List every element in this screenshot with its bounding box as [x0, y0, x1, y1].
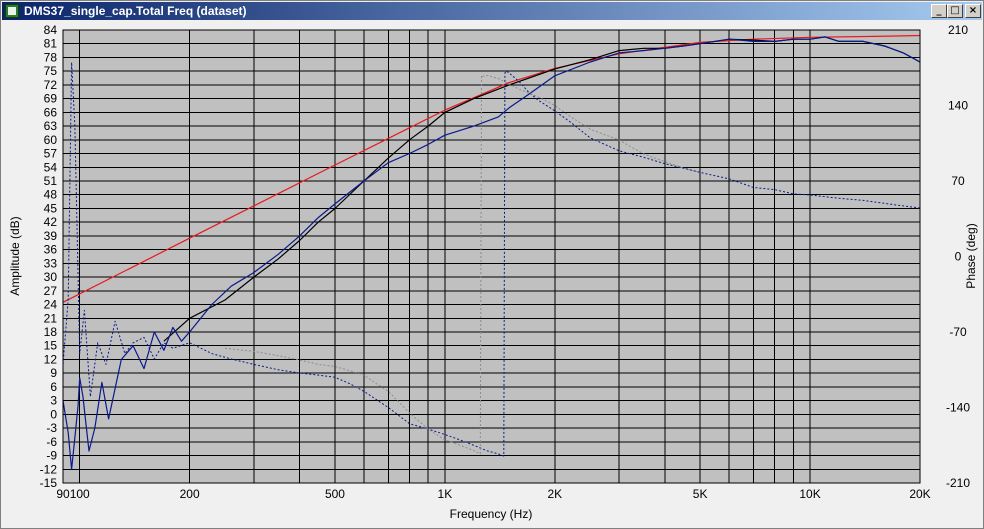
app-icon [5, 4, 19, 18]
minimize-button[interactable]: _ [931, 4, 947, 18]
x-tick-label: 90 [56, 487, 70, 501]
y-tick-label: 78 [44, 50, 58, 64]
y-tick-label: 12 [44, 352, 58, 366]
y-tick-label: 54 [44, 160, 58, 174]
y-tick-label: 60 [44, 133, 58, 147]
y-tick-labels: 8481787572696663605754514845423936333027… [40, 23, 58, 490]
y-tick-label: 75 [44, 64, 58, 78]
y2-tick-label: -70 [949, 325, 967, 339]
y-tick-label: -15 [40, 476, 58, 490]
x-tick-label: 1K [438, 487, 453, 501]
y-tick-label: 81 [44, 37, 58, 51]
y2-tick-label: 140 [948, 99, 968, 113]
x-tick-label: 10K [799, 487, 820, 501]
y-tick-label: 39 [44, 229, 58, 243]
y-axis-label: Amplitude (dB) [8, 216, 22, 295]
y-tick-label: 6 [50, 380, 57, 394]
y-tick-label: -9 [46, 449, 57, 463]
y-tick-label: 57 [44, 147, 58, 161]
x-tick-labels: 200 500 1K 2K 5K 10K 20K 90 100 [56, 487, 930, 501]
x-tick-label: 500 [325, 487, 345, 501]
y-tick-label: 18 [44, 325, 58, 339]
y-tick-label: 72 [44, 78, 58, 92]
y-tick-label: 69 [44, 92, 58, 106]
y-tick-label: -3 [46, 421, 57, 435]
series-line-3 [62, 36, 921, 470]
y-tick-label: 84 [44, 23, 58, 37]
y2-tick-label: 0 [955, 250, 962, 264]
y2-tick-label: -210 [946, 476, 970, 490]
x-axis-label: Frequency (Hz) [450, 507, 533, 521]
x-tick-label: 100 [70, 487, 90, 501]
y-tick-label: 36 [44, 243, 58, 257]
y2-tick-labels: 210 140 70 0 -70 -140 -210 [946, 23, 970, 490]
y-tick-label: 21 [44, 311, 58, 325]
x-tick-label: 5K [693, 487, 708, 501]
x-tick-label: 2K [547, 487, 562, 501]
y-tick-label: -6 [46, 435, 57, 449]
y2-tick-label: 70 [951, 174, 965, 188]
plot-frame [62, 29, 921, 484]
y-tick-label: 48 [44, 188, 58, 202]
window-title: DMS37_single_cap.Total Freq (dataset) [24, 4, 247, 18]
series-line-5 [224, 74, 701, 455]
y-tick-label: 27 [44, 284, 58, 298]
x-tick-label: 200 [180, 487, 200, 501]
y-tick-label: 0 [50, 407, 57, 421]
y-tick-label: 63 [44, 119, 58, 133]
series-line-4 [62, 61, 921, 457]
series-layer [62, 34, 921, 470]
maximize-button[interactable]: □ [947, 4, 963, 18]
title-bar[interactable]: DMS37_single_cap.Total Freq (dataset) _ … [2, 2, 982, 20]
y-tick-label: 33 [44, 256, 58, 270]
y-tick-label: 51 [44, 174, 58, 188]
y2-axis-label: Phase (deg) [964, 223, 978, 288]
y-tick-label: 15 [44, 339, 58, 353]
x-tick-label: 20K [909, 487, 930, 501]
grid-lines [63, 29, 921, 484]
y-tick-label: 30 [44, 270, 58, 284]
y-tick-label: 45 [44, 201, 58, 215]
y-tick-label: 42 [44, 215, 58, 229]
y-tick-label: 24 [44, 298, 58, 312]
close-button[interactable]: × [965, 4, 981, 18]
y-tick-label: -12 [40, 462, 58, 476]
y-tick-label: 66 [44, 105, 58, 119]
y-tick-label: 3 [50, 394, 57, 408]
plot-area[interactable] [63, 30, 920, 483]
y2-tick-label: -140 [946, 401, 970, 415]
y-tick-label: 9 [50, 366, 57, 380]
y2-tick-label: 210 [948, 23, 968, 37]
